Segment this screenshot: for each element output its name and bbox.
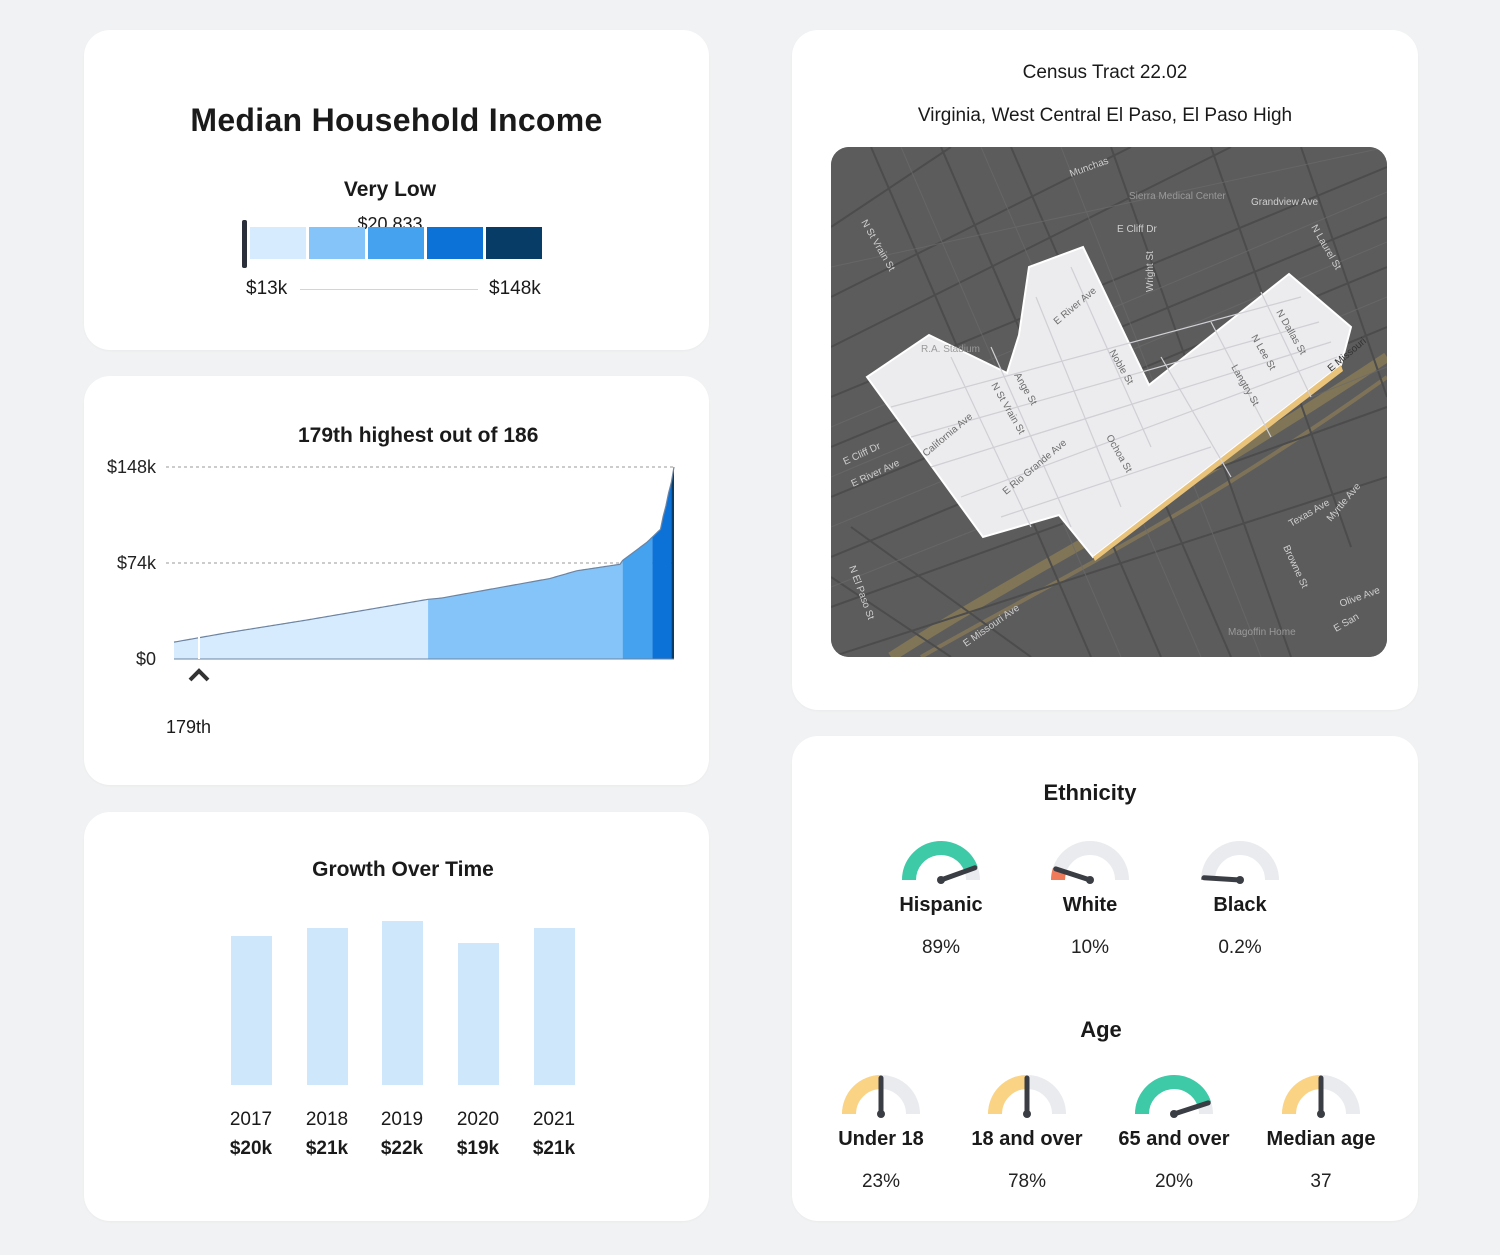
gauge-dial bbox=[1201, 841, 1279, 884]
growth-value-label: $19k bbox=[456, 1138, 500, 1159]
gauge-black: Black 0.2% bbox=[1170, 832, 1310, 959]
svg-text:Grandview Ave: Grandview Ave bbox=[1251, 197, 1319, 208]
gauge-value: 78% bbox=[1007, 1171, 1047, 1192]
gauge-median-age: Median age 37 bbox=[1251, 1066, 1391, 1193]
income-marker bbox=[242, 220, 247, 268]
ethnicity-title: Ethnicity bbox=[1043, 780, 1137, 805]
gauge-under-18: Under 18 23% bbox=[811, 1066, 951, 1193]
income-level: Very Low bbox=[343, 178, 437, 201]
income-title: Median Household Income bbox=[190, 102, 603, 138]
svg-text:Sierra Medical Center: Sierra Medical Center bbox=[1129, 191, 1226, 202]
rank-marker-arrow bbox=[188, 668, 210, 682]
svg-text:Wright St: Wright St bbox=[1145, 251, 1156, 292]
svg-text:E Cliff Dr: E Cliff Dr bbox=[1117, 224, 1157, 235]
age-title: Age bbox=[1080, 1017, 1122, 1042]
rank-band bbox=[622, 537, 653, 659]
gauge-hispanic: Hispanic 89% bbox=[871, 832, 1011, 959]
scale-segment-2 bbox=[309, 227, 365, 259]
gauge-dial bbox=[1135, 1075, 1213, 1118]
rank-band bbox=[671, 467, 674, 659]
rank-band bbox=[428, 560, 623, 659]
growth-value-label: $21k bbox=[532, 1138, 576, 1159]
growth-year-label: 2019 bbox=[380, 1109, 424, 1130]
gauge-value: 37 bbox=[1310, 1171, 1332, 1192]
gauge-dial bbox=[1282, 1075, 1360, 1118]
gauge-dial bbox=[902, 841, 980, 884]
gauge-dial bbox=[1051, 841, 1129, 884]
scale-segment-3 bbox=[368, 227, 424, 259]
growth-title: Growth Over Time bbox=[312, 858, 494, 881]
growth-bar bbox=[534, 928, 575, 1085]
map-canvas: Munchas Sierra Medical Center Grandview … bbox=[831, 147, 1387, 657]
gauge-value: 0.2% bbox=[1218, 937, 1262, 958]
growth-bar bbox=[382, 921, 423, 1085]
growth-value-label: $22k bbox=[380, 1138, 424, 1159]
rank-band bbox=[174, 599, 429, 659]
rank-card: 179th highest out of 186 $148k $74k $0 179… bbox=[84, 376, 709, 785]
svg-text:R.A. Stadium: R.A. Stadium bbox=[921, 344, 980, 355]
scale-min-label: $13k bbox=[246, 278, 288, 299]
growth-year-label: 2020 bbox=[456, 1109, 500, 1130]
demographics-card: Ethnicity Hispanic 89% White 10% Black 0.2%… bbox=[792, 736, 1418, 1221]
scale-segment-5 bbox=[486, 227, 542, 259]
gauge-65-and-over: 65 and over 20% bbox=[1104, 1066, 1244, 1193]
rank-y-tick: $0 bbox=[136, 649, 156, 669]
growth-value-label: $21k bbox=[305, 1138, 349, 1159]
gauge-dial bbox=[988, 1075, 1066, 1118]
gauge-label: 65 and over bbox=[1118, 1128, 1230, 1150]
scale-segment-1 bbox=[250, 227, 306, 259]
growth-year-label: 2018 bbox=[305, 1109, 349, 1130]
gauge-white: White 10% bbox=[1020, 832, 1160, 959]
growth-bar bbox=[307, 928, 348, 1085]
rank-title: 179th highest out of 186 bbox=[298, 424, 539, 447]
rank-y-tick: $148k bbox=[107, 457, 157, 477]
rank-chart: $148k $74k $0 bbox=[107, 457, 675, 682]
growth-year-label: 2017 bbox=[229, 1109, 273, 1130]
map-card: Census Tract 22.02 Virginia, West Centra… bbox=[792, 30, 1418, 710]
map-title: Census Tract 22.02 bbox=[1022, 62, 1188, 83]
gauge-value: 10% bbox=[1070, 937, 1110, 958]
gauge-value: 20% bbox=[1154, 1171, 1194, 1192]
growth-value-label: $20k bbox=[229, 1138, 273, 1159]
rank-band bbox=[652, 482, 672, 659]
growth-bar bbox=[231, 935, 272, 1085]
growth-year-label: 2021 bbox=[532, 1109, 576, 1130]
gauge-label: Under 18 bbox=[838, 1128, 924, 1150]
gauge-label: Black bbox=[1213, 894, 1267, 916]
svg-text:Magoffin Home: Magoffin Home bbox=[1228, 627, 1296, 638]
gauge-label: 18 and over bbox=[971, 1128, 1083, 1150]
gauge-label: Hispanic bbox=[899, 894, 983, 916]
growth-card: Growth Over Time 2017 $20k 2018 $21k 2019 $22… bbox=[84, 812, 709, 1221]
scale-max-label: $148k bbox=[489, 278, 541, 299]
rank-position-label: 179th bbox=[166, 717, 212, 737]
rank-y-tick: $74k bbox=[117, 553, 157, 573]
rank-line bbox=[173, 466, 675, 643]
scale-line bbox=[300, 289, 478, 290]
growth-bar bbox=[458, 943, 499, 1085]
gauge-value: 89% bbox=[921, 937, 961, 958]
tract-map[interactable]: Munchas Sierra Medical Center Grandview … bbox=[831, 147, 1387, 657]
income-scale bbox=[250, 227, 542, 259]
gauge-dial bbox=[842, 1075, 920, 1118]
map-subtitle: Virginia, West Central El Paso, El Paso … bbox=[917, 105, 1293, 126]
scale-segment-4 bbox=[427, 227, 483, 259]
income-card: Median Household Income Very Low $20,833… bbox=[84, 30, 709, 350]
gauge-label: White bbox=[1062, 894, 1118, 916]
gauge-value: 23% bbox=[861, 1171, 901, 1192]
gauge-label: Median age bbox=[1266, 1128, 1376, 1150]
gauge-18-and-over: 18 and over 78% bbox=[957, 1066, 1097, 1193]
